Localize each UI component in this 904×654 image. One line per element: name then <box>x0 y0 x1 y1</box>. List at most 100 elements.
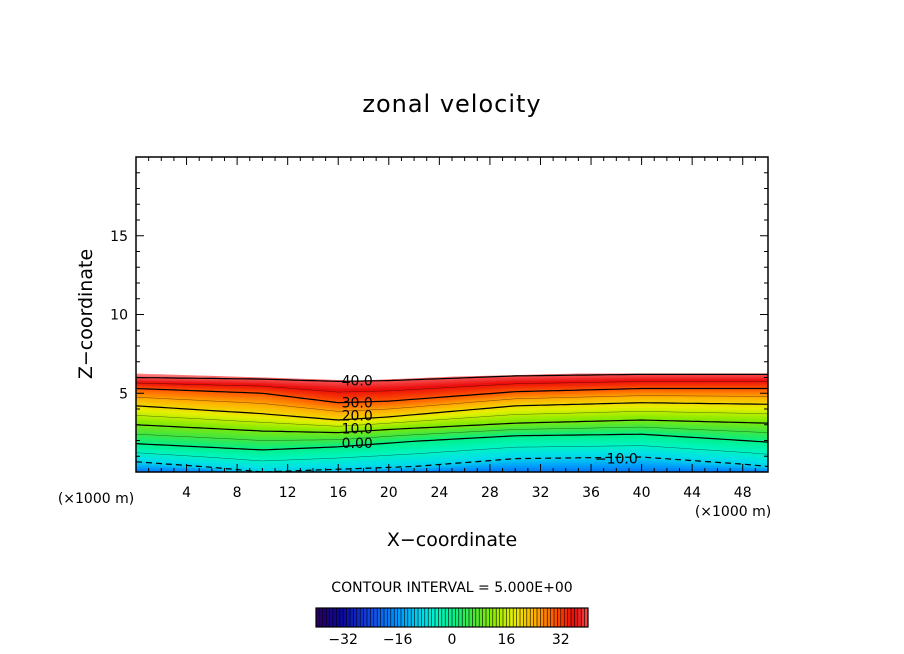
field-cell <box>300 405 305 409</box>
field-cell <box>170 402 175 405</box>
field-cell <box>278 391 282 394</box>
field-cell <box>246 443 251 446</box>
field-cell <box>167 379 172 382</box>
field-cell <box>202 391 207 394</box>
field-cell <box>341 399 346 402</box>
field-cell <box>338 388 342 391</box>
field-cell <box>331 462 336 465</box>
field-cell <box>196 429 200 432</box>
field-cell <box>227 383 232 386</box>
field-cell <box>177 391 181 394</box>
field-cell <box>211 399 216 402</box>
field-cell <box>192 457 197 460</box>
field-cell <box>221 462 226 465</box>
field-cell <box>177 470 181 472</box>
field-cell <box>167 377 172 380</box>
field-cell <box>252 402 257 405</box>
field-cell <box>148 465 153 468</box>
field-cell <box>297 407 301 410</box>
field-cell <box>180 467 184 470</box>
field-cell <box>139 397 143 401</box>
field-cell <box>151 465 156 468</box>
field-cell <box>167 382 172 385</box>
field-cell <box>325 388 330 391</box>
field-cell <box>233 388 238 391</box>
field-cell <box>240 470 245 472</box>
field-cell <box>278 442 282 445</box>
field-cell <box>309 410 314 413</box>
field-cell <box>202 465 207 468</box>
field-cell <box>246 468 251 472</box>
field-cell <box>259 401 263 404</box>
field-cell <box>151 442 156 445</box>
field-cell <box>145 404 150 407</box>
field-cell <box>344 397 349 401</box>
field-cell <box>224 409 229 412</box>
field-cell <box>205 424 210 427</box>
field-cell <box>256 451 260 454</box>
field-cell <box>192 379 197 382</box>
field-cell <box>287 420 292 423</box>
field-cell <box>243 451 248 454</box>
field-cell <box>205 446 210 449</box>
field-cell <box>300 442 305 445</box>
field-cell <box>328 437 333 440</box>
field-cell <box>161 407 166 410</box>
field-cell <box>300 418 305 421</box>
field-cell <box>136 459 140 462</box>
field-cell <box>221 468 226 472</box>
field-cell <box>338 429 342 432</box>
field-cell <box>284 405 289 409</box>
field-cell <box>243 386 248 390</box>
field-cell <box>265 388 270 391</box>
field-cell <box>265 426 270 429</box>
field-cell <box>136 399 140 402</box>
field-cell <box>303 420 308 423</box>
field-cell <box>240 451 245 454</box>
field-cell <box>259 464 263 467</box>
field-cell <box>300 435 305 438</box>
field-cell <box>303 429 308 432</box>
field-cell <box>139 416 143 420</box>
field-cell <box>240 446 245 449</box>
field-cell <box>316 388 320 391</box>
field-cell <box>328 397 333 401</box>
field-cell <box>145 470 150 472</box>
field-cell <box>331 394 336 397</box>
field-cell <box>224 399 229 402</box>
field-cell <box>240 424 245 427</box>
field-cell <box>180 421 184 424</box>
field-cell <box>262 412 267 415</box>
field-cell <box>215 448 219 451</box>
field-cell <box>237 405 241 409</box>
field-cell <box>303 442 308 445</box>
field-cell <box>259 427 263 431</box>
field-cell <box>287 426 292 429</box>
field-cell <box>164 394 169 397</box>
field-cell <box>192 448 197 451</box>
field-cell <box>196 457 200 460</box>
field-cell <box>161 445 166 448</box>
field-cell <box>243 415 248 418</box>
field-cell <box>215 423 219 426</box>
field-cell <box>186 465 191 468</box>
field-cell <box>208 467 213 470</box>
field-cell <box>170 420 175 423</box>
field-cell <box>303 415 308 418</box>
field-cell <box>148 393 153 396</box>
field-cell <box>341 443 346 446</box>
field-cell <box>294 413 298 416</box>
field-cell <box>186 443 191 446</box>
field-cell <box>211 413 216 416</box>
field-cell <box>256 397 260 401</box>
field-cell <box>151 459 156 462</box>
field-cell <box>199 434 203 437</box>
field-cell <box>139 448 143 451</box>
field-cell <box>275 446 279 449</box>
field-cell <box>341 464 346 467</box>
field-cell <box>259 379 263 382</box>
field-cell <box>221 453 226 456</box>
field-cell <box>322 470 327 472</box>
field-cell <box>189 446 194 449</box>
field-cell <box>316 435 320 438</box>
